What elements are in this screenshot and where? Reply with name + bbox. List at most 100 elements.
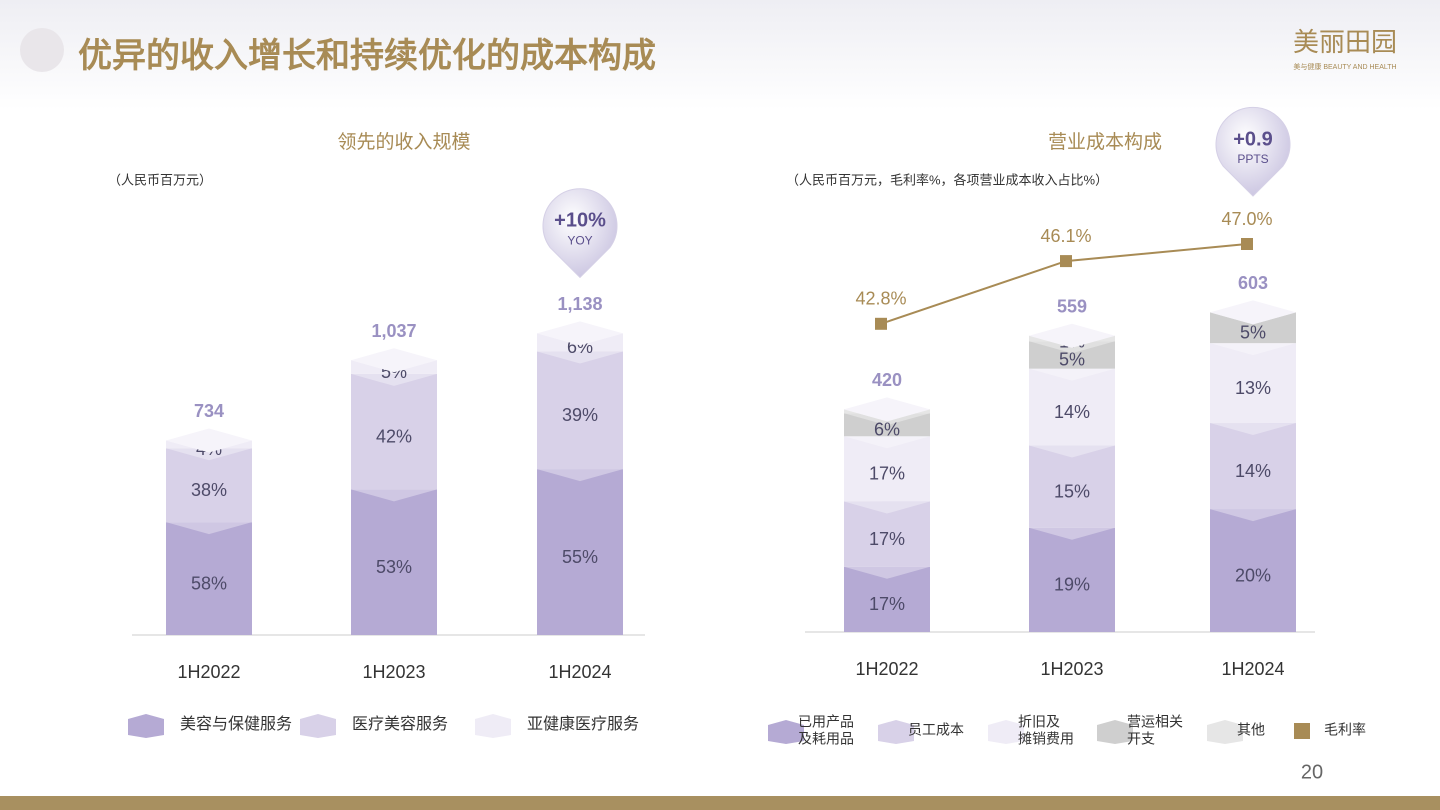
segment-facet bbox=[1210, 423, 1296, 436]
segment-label: 17% bbox=[869, 529, 905, 549]
total-label: 559 bbox=[1057, 296, 1087, 316]
segment-label: 14% bbox=[1235, 461, 1271, 481]
badge-label: YOY bbox=[567, 234, 592, 248]
line-label: 47.0% bbox=[1221, 209, 1272, 229]
segment-label: 13% bbox=[1235, 378, 1271, 398]
legend-label: 毛利率 bbox=[1324, 722, 1366, 738]
segment-label: 15% bbox=[1054, 481, 1090, 501]
bar-segment bbox=[1029, 368, 1115, 446]
bar-segment bbox=[1029, 527, 1115, 632]
segment-label: 19% bbox=[1054, 575, 1090, 595]
x-tick-label: 1H2022 bbox=[855, 659, 918, 679]
segment-label: 39% bbox=[562, 405, 598, 425]
segment-label: 6% bbox=[874, 420, 900, 440]
total-label: 1,138 bbox=[557, 294, 602, 314]
unit-label: （人民币百万元） bbox=[108, 172, 212, 187]
page-number: 20 bbox=[1301, 761, 1323, 783]
line-marker bbox=[1241, 238, 1253, 250]
segment-label: 58% bbox=[191, 573, 227, 593]
legend-label: 医疗美容服务 bbox=[352, 715, 448, 733]
badge-value: +10% bbox=[554, 210, 606, 232]
legend-swatch bbox=[878, 720, 914, 744]
segment-label: 53% bbox=[376, 557, 412, 577]
segment-label: 5% bbox=[1059, 350, 1085, 370]
logo-text: 美丽田园 bbox=[1293, 27, 1397, 57]
legend-swatch bbox=[768, 720, 804, 744]
segment-facet bbox=[844, 501, 930, 514]
segment-facet bbox=[1029, 368, 1115, 381]
segment-label: 17% bbox=[869, 594, 905, 614]
line-label: 42.8% bbox=[855, 289, 906, 309]
bar-segment bbox=[351, 373, 437, 490]
unit-label: （人民币百万元，毛利率%，各项营业成本收入占比%） bbox=[786, 172, 1108, 187]
x-tick-label: 1H2022 bbox=[177, 662, 240, 682]
segment-label: 17% bbox=[869, 464, 905, 484]
segment-label: 38% bbox=[191, 480, 227, 500]
footer-band bbox=[0, 796, 1440, 810]
segment-label: 55% bbox=[562, 547, 598, 567]
segment-facet bbox=[1210, 343, 1296, 356]
line-label: 46.1% bbox=[1040, 226, 1091, 246]
segment-label: 5% bbox=[1240, 323, 1266, 343]
segment-facet bbox=[537, 351, 623, 364]
bar-top bbox=[1210, 300, 1296, 325]
logo-mark bbox=[20, 28, 64, 72]
segment-facet bbox=[844, 566, 930, 579]
badge-pin bbox=[1215, 106, 1291, 197]
bar-segment bbox=[166, 448, 252, 523]
bar-segment bbox=[844, 413, 930, 437]
legend-swatch bbox=[300, 714, 336, 738]
segment-facet bbox=[1029, 445, 1115, 458]
x-tick-label: 1H2023 bbox=[362, 662, 425, 682]
badge-value: +0.9 bbox=[1233, 128, 1272, 150]
segment-facet bbox=[351, 373, 437, 386]
segment-facet bbox=[351, 489, 437, 502]
legend-swatch bbox=[988, 720, 1024, 744]
header-bg bbox=[0, 0, 1440, 110]
bar-segment bbox=[351, 489, 437, 635]
bar-segment bbox=[1210, 509, 1296, 632]
bar-segment bbox=[537, 469, 623, 635]
line-marker bbox=[1060, 255, 1072, 268]
segment-facet bbox=[1029, 527, 1115, 540]
bar-top bbox=[351, 348, 437, 373]
bar-segment bbox=[166, 522, 252, 635]
bar-segment bbox=[537, 351, 623, 470]
chart-title: 营业成本构成 bbox=[1048, 131, 1162, 153]
segment-facet bbox=[166, 522, 252, 535]
bar-segment bbox=[844, 566, 930, 632]
legend-label: 其他 bbox=[1237, 722, 1265, 738]
legend-swatch bbox=[475, 714, 511, 738]
legend-label: 营运相关开支 bbox=[1127, 713, 1183, 746]
legend-label: 亚健康医疗服务 bbox=[527, 715, 639, 733]
x-tick-label: 1H2023 bbox=[1040, 659, 1103, 679]
bar-top bbox=[537, 321, 623, 346]
x-tick-label: 1H2024 bbox=[548, 662, 611, 682]
bar-segment bbox=[844, 436, 930, 502]
segment-label: 14% bbox=[1054, 402, 1090, 422]
slide-title: 优异的收入增长和持续优化的成本构成 bbox=[78, 37, 656, 75]
legend-label: 已用产品及耗用品 bbox=[798, 713, 854, 746]
bar-top bbox=[166, 428, 252, 453]
bar-segment bbox=[844, 501, 930, 567]
total-label: 420 bbox=[872, 370, 902, 390]
legend-label: 折旧及摊销费用 bbox=[1018, 713, 1074, 746]
legend-swatch bbox=[1097, 720, 1133, 744]
bar-top bbox=[844, 397, 930, 422]
total-label: 1,037 bbox=[371, 321, 416, 341]
badge-label: PPTS bbox=[1237, 152, 1268, 166]
legend-label: 员工成本 bbox=[908, 722, 964, 738]
legend-label: 美容与保健服务 bbox=[180, 715, 292, 733]
bar-segment bbox=[1210, 423, 1296, 510]
legend-swatch bbox=[1294, 723, 1310, 739]
segment-facet bbox=[166, 448, 252, 461]
segment-facet bbox=[537, 469, 623, 482]
total-label: 734 bbox=[194, 401, 224, 421]
line-marker bbox=[875, 317, 887, 330]
logo-subtext: 美与健康 BEAUTY AND HEALTH bbox=[1293, 62, 1396, 71]
x-tick-label: 1H2024 bbox=[1221, 659, 1284, 679]
bar-segment bbox=[1029, 445, 1115, 528]
legend-swatch bbox=[1207, 720, 1243, 744]
